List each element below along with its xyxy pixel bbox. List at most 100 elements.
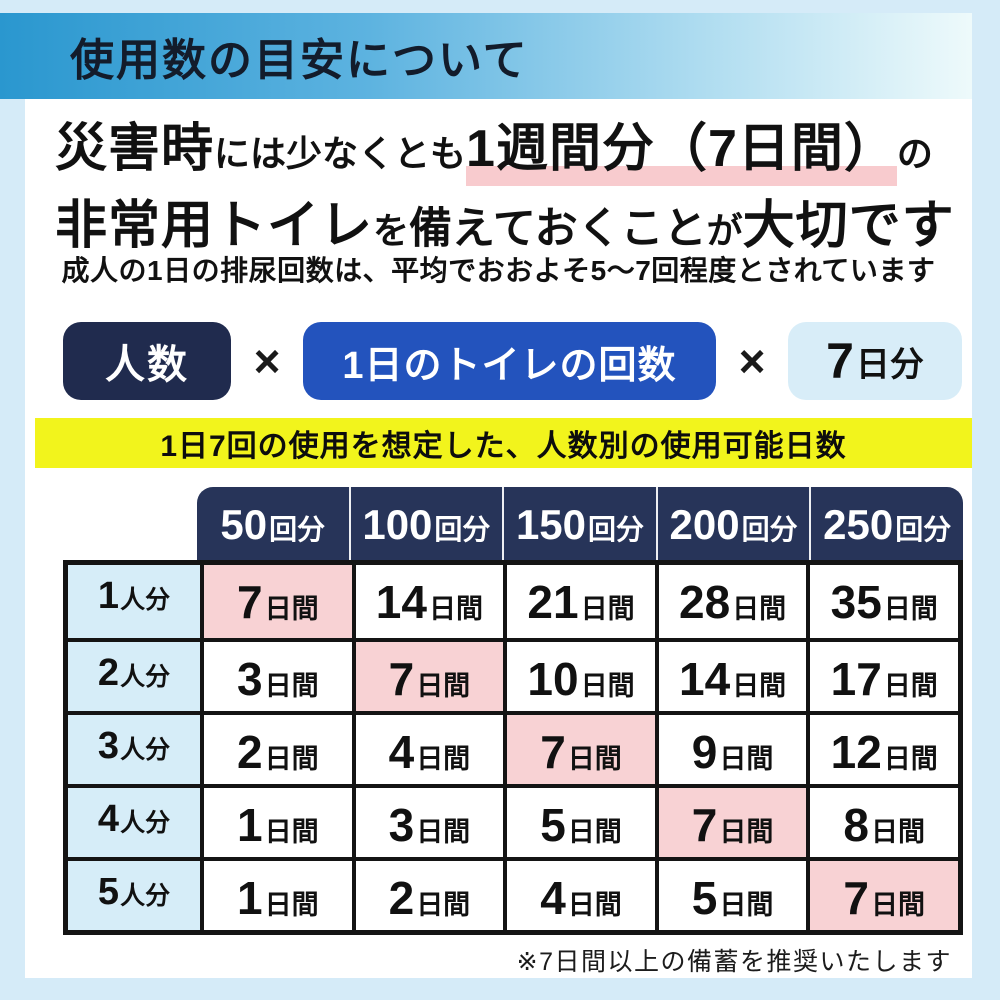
headline-segment: には少なくとも: [214, 133, 467, 174]
content-card: 災害時には少なくとも1週間分（7日間）の 非常用トイレを備えておくことが大切です…: [25, 99, 972, 978]
cell-number: 2: [237, 726, 263, 778]
usage-cell: 5 日間: [654, 857, 807, 930]
row-label: 1 人分: [68, 565, 200, 638]
header-number: 100: [362, 501, 433, 548]
usage-cell: 35 日間: [806, 565, 958, 638]
usage-cell-highlighted: 7 日間: [654, 784, 807, 857]
usage-cell: 8 日間: [806, 784, 958, 857]
cell-number: 21: [527, 576, 579, 628]
cell-unit: 日間: [428, 594, 483, 624]
cell-unit: 日間: [870, 890, 925, 920]
cell-number: 17: [830, 653, 882, 705]
cell-number: 9: [691, 726, 718, 778]
cell-unit: 日間: [732, 594, 787, 624]
cell-unit: 日間: [883, 744, 938, 774]
cell-number: 14: [679, 653, 731, 705]
header-unit: 回分: [434, 514, 491, 545]
cell-number: 7: [691, 799, 718, 851]
usage-cell: 9 日間: [654, 711, 807, 784]
row-label-number: 2: [97, 652, 120, 694]
cell-number: 7: [388, 653, 415, 705]
usage-cell: 12 日間: [806, 711, 958, 784]
header-unit: 回分: [895, 514, 952, 545]
row-label-number: 4: [97, 798, 120, 840]
usage-cell: 2 日間: [200, 711, 352, 784]
cell-unit: 日間: [264, 817, 319, 847]
table-header-cell: 150 回分: [502, 487, 656, 560]
usage-cell: 4 日間: [351, 711, 504, 784]
table-header-row: 50 回分 100 回分 150 回分 200 回分 250 回分: [197, 487, 963, 560]
usage-cell: 17 日間: [806, 638, 958, 711]
table-header-cell: 100 回分: [348, 487, 503, 560]
usage-cell: 1 日間: [200, 857, 352, 930]
header-number: 150: [515, 501, 587, 548]
headline-segment: 災害時: [55, 120, 215, 178]
row-label: 2 人分: [68, 638, 200, 711]
usage-cell: 3 日間: [351, 784, 504, 857]
cell-number: 5: [540, 799, 566, 851]
cell-number: 3: [237, 653, 263, 705]
cell-unit: 日間: [264, 890, 319, 920]
usage-cell-highlighted: 7 日間: [503, 711, 655, 784]
cell-unit: 日間: [580, 594, 635, 624]
cell-number: 4: [540, 872, 566, 924]
multiply-sign: ×: [253, 335, 281, 387]
section-banner: 1日7回の使用を想定した、人数別の使用可能日数: [35, 418, 972, 468]
cell-number: 5: [691, 872, 718, 924]
cell-number: 8: [843, 799, 869, 851]
header-number: 50: [220, 501, 268, 548]
row-label-unit: 人分: [120, 586, 171, 614]
cell-number: 2: [388, 872, 415, 924]
cell-unit: 日間: [883, 594, 938, 624]
formula-pill-toilet-count: 1日のトイレの回数: [303, 322, 716, 400]
cell-number: 7: [540, 726, 566, 778]
row-label-unit: 人分: [120, 663, 171, 691]
table-header-cell: 200 回分: [655, 487, 810, 560]
table-header-cell: 250 回分: [809, 487, 963, 560]
row-label-unit: 人分: [120, 882, 171, 910]
usage-cell-highlighted: 7 日間: [200, 565, 352, 638]
cell-number: 12: [830, 726, 882, 778]
headline-line1: 災害時には少なくとも1週間分（7日間）の: [55, 117, 955, 194]
cell-number: 3: [388, 799, 415, 851]
cell-number: 1: [237, 799, 263, 851]
cell-number: 1: [237, 872, 263, 924]
headline-segment: が: [706, 210, 743, 251]
cell-unit: 日間: [732, 671, 787, 701]
cell-unit: 日間: [416, 671, 471, 701]
cell-number: 28: [679, 576, 731, 628]
usage-cell: 14 日間: [351, 565, 504, 638]
multiply-sign: ×: [738, 335, 766, 387]
cell-unit: 日間: [264, 671, 319, 701]
cell-unit: 日間: [416, 817, 471, 847]
cell-unit: 日間: [567, 817, 622, 847]
headline-segment: 大切です: [742, 197, 955, 255]
headline-segment: を: [373, 210, 410, 251]
cell-number: 14: [375, 576, 427, 628]
table-header-cell: 50 回分: [197, 487, 349, 560]
cell-unit: 日間: [567, 890, 622, 920]
headline-segment: 備えておくこと: [409, 205, 707, 253]
row-label-unit: 人分: [120, 736, 171, 764]
cell-number: 4: [388, 726, 415, 778]
row-label: 4 人分: [68, 784, 200, 857]
page-title: 使用数の目安について: [70, 36, 529, 85]
usage-cell: 10 日間: [503, 638, 655, 711]
usage-cell: 5 日間: [503, 784, 655, 857]
sub-description: 成人の1日の排尿回数は、平均でおおよそ5〜7回程度とされています: [61, 255, 936, 286]
cell-number: 7: [237, 576, 263, 628]
usage-cell: 1 日間: [200, 784, 352, 857]
usage-cell-highlighted: 7 日間: [806, 857, 958, 930]
cell-unit: 日間: [719, 817, 774, 847]
row-label-number: 5: [97, 871, 120, 913]
usage-cell: 28 日間: [654, 565, 807, 638]
usage-cell: 2 日間: [351, 857, 504, 930]
row-label-unit: 人分: [120, 809, 171, 837]
formula-row: 人数 × 1日のトイレの回数 × 7 日分: [63, 321, 962, 401]
cell-unit: 日間: [416, 744, 471, 774]
cell-number: 10: [527, 653, 579, 705]
footnote: ※7日間以上の備蓄を推奨いたします: [516, 948, 952, 976]
header-unit: 回分: [741, 514, 798, 545]
cell-number: 7: [843, 872, 869, 924]
cell-unit: 日間: [883, 671, 938, 701]
